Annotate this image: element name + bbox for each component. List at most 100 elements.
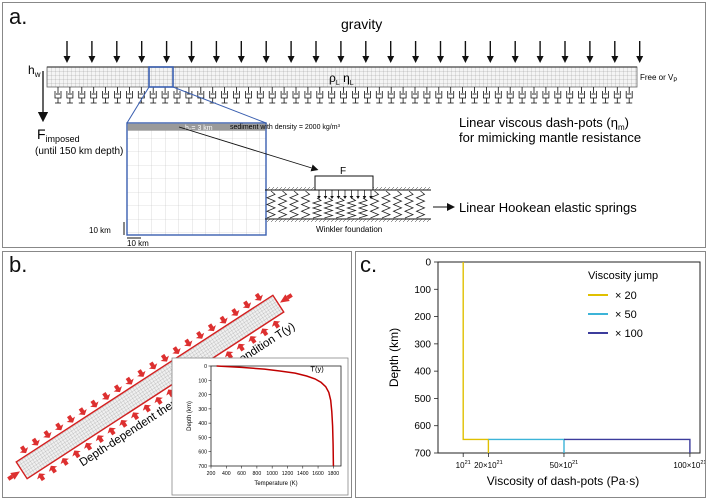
- gravity-arrowhead: [362, 56, 370, 63]
- inset-ytick-label: 200: [198, 393, 207, 399]
- spring: [311, 197, 323, 219]
- chart-axes: [437, 261, 701, 454]
- boundary-arrows: [7, 292, 293, 482]
- inset-xlabel: Temperature (K): [254, 481, 297, 487]
- panel-a-diagram: gravity hw ρL ηL Free or VP Fimposed (un…: [28, 16, 677, 247]
- inset-xtick-label: 1600: [312, 471, 324, 477]
- boundary-arrow: [195, 331, 205, 339]
- sediment-layer: [127, 123, 266, 131]
- inset-xtick-label: 1200: [282, 471, 294, 477]
- panel-b-label: b.: [9, 252, 28, 277]
- ytick-label: 700: [414, 449, 431, 460]
- ytick-label: 400: [414, 367, 431, 378]
- series-line: [462, 262, 490, 453]
- inset-ytick-label: 0: [204, 364, 207, 370]
- dashpot: [459, 87, 466, 104]
- dashpot: [435, 87, 443, 104]
- force-label: F: [340, 166, 346, 177]
- boundary-arrow: [84, 442, 93, 451]
- gravity-arrowhead: [611, 56, 619, 63]
- boundary-arrow: [271, 320, 281, 329]
- inset-xtick-label: 200: [207, 471, 216, 477]
- gravity-label: gravity: [341, 16, 382, 32]
- dashpot: [399, 87, 407, 104]
- dashpot: [256, 87, 264, 104]
- boundary-arrow: [119, 419, 128, 428]
- temperature-curve: [216, 365, 335, 467]
- dashpot: [530, 87, 538, 104]
- load-block: [314, 175, 374, 191]
- dashpot: [340, 87, 347, 104]
- inset-ytick-label: 100: [198, 378, 207, 384]
- ytick-label: 0: [425, 258, 431, 269]
- dashpot: [90, 87, 98, 104]
- until-depth-label: (until 150 km depth): [35, 146, 123, 157]
- zoom-line-right: [172, 86, 267, 124]
- boundary-arrow: [279, 293, 293, 303]
- dashpot: [173, 87, 181, 104]
- dashpot: [411, 87, 419, 104]
- gravity-arrowhead: [437, 56, 444, 63]
- dashpot: [518, 87, 526, 104]
- inset-xtick-label: 800: [253, 471, 262, 477]
- legend-title: Viscosity jump: [588, 270, 658, 282]
- boundary-arrow: [60, 458, 69, 466]
- boundary-arrow: [72, 450, 81, 459]
- boundary-arrow: [248, 336, 257, 344]
- inset-ytick-label: 500: [198, 435, 207, 441]
- spring: [288, 190, 300, 219]
- boundary-arrow: [125, 376, 134, 385]
- dashpot: [494, 87, 502, 104]
- dashpot: [554, 87, 562, 104]
- panel-c: 0 100 200 300 400 500 600 700 1021 20×1021 50×1021…: [355, 251, 706, 498]
- dashpot: [54, 87, 62, 104]
- boundary-arrow: [78, 407, 87, 416]
- sediment-density-label: sediment with density = 2000 kg/m³: [230, 124, 341, 131]
- series-line: [564, 438, 691, 453]
- ytick-label: 300: [414, 339, 431, 350]
- inset-ytick-label: 300: [198, 407, 207, 413]
- boundary-arrow: [107, 427, 116, 436]
- gravity-arrowhead: [387, 56, 395, 63]
- rotated-slab-mesh: [15, 294, 285, 480]
- curve-label: T(y): [310, 365, 324, 374]
- f-imposed-label: Fimposed: [37, 126, 80, 144]
- boundary-arrow: [48, 465, 58, 474]
- boundary-arrow: [254, 292, 263, 301]
- inset-ytick-label: 400: [198, 421, 207, 427]
- panel-a-label: a.: [9, 4, 28, 29]
- gravity-arrowhead: [636, 56, 644, 63]
- chart-xlabel: Viscosity of dash-pots (Pa·s): [487, 474, 640, 488]
- dashpot: [590, 87, 597, 104]
- boundary-arrow: [43, 430, 52, 438]
- spring: [380, 190, 392, 219]
- dashpot: [602, 87, 609, 104]
- boundary-arrow: [231, 308, 240, 316]
- dashpot: [149, 87, 157, 104]
- dashpot: [137, 87, 145, 104]
- spring: [334, 197, 346, 219]
- temperature-profile-inset: 200 400 600 800 1000 1200 1400 1600 1800 0 100 200 3…: [171, 357, 349, 496]
- gravity-arrowhead: [262, 56, 270, 63]
- spring: [277, 190, 288, 219]
- boundary-arrow: [131, 412, 140, 421]
- inset-axes: [210, 365, 342, 467]
- boundary-arrow: [54, 422, 64, 431]
- dashpot: [625, 87, 633, 104]
- legend-entry: × 100: [615, 328, 643, 340]
- panel-b-diagram: Depth-dependent thermal boundary conditi…: [7, 292, 349, 496]
- boundary-arrow: [172, 346, 181, 355]
- xtick-label: 50×1021: [550, 460, 579, 470]
- boundary-arrow: [113, 384, 122, 393]
- gravity-arrowhead: [212, 56, 220, 63]
- gravity-arrowhead: [511, 56, 519, 63]
- gravity-arrowhead: [138, 56, 146, 63]
- gravity-arrowhead: [88, 56, 96, 63]
- legend-entry: × 50: [615, 309, 637, 321]
- spring: [403, 190, 415, 219]
- inset-xtick-label: 1400: [297, 471, 309, 477]
- winkler-label: Winkler foundation: [316, 225, 382, 234]
- dashpot-row: [54, 87, 633, 104]
- gravity-arrowhead: [461, 56, 469, 63]
- boundary-arrow: [137, 369, 146, 377]
